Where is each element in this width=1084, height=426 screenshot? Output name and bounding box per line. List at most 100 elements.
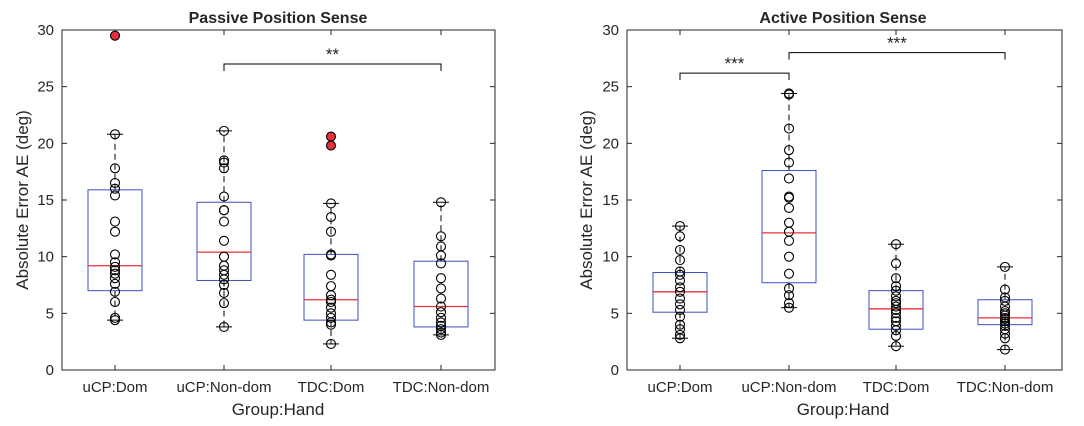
data-point [218,191,230,202]
data-point [674,266,686,277]
data-point [890,341,902,352]
data-point [109,249,121,260]
y-tick-label: 15 [37,192,54,209]
data-point [674,304,686,315]
significance-stars: *** [725,54,745,73]
data-point [674,299,686,310]
x-tick-label: TDC:Dom [863,379,930,396]
data-point [783,157,795,168]
data-point [890,301,902,312]
data-point [435,273,447,284]
data-point [999,292,1011,303]
data-point [783,123,795,134]
data-point [783,191,795,202]
data-point [674,255,686,266]
data-point [783,302,795,313]
data-point [109,268,121,279]
data-point [218,235,230,246]
data-point [890,258,902,269]
data-point [218,251,230,262]
data-point [218,287,230,298]
outlier-point [109,30,121,41]
y-axis-label: Absolute Error AE (deg) [13,110,32,290]
data-point [890,239,902,250]
significance-bracket [223,63,442,71]
data-point [325,308,337,319]
data-point [674,231,686,242]
axes-frame [626,29,1063,371]
data-point [109,183,121,194]
data-point [783,235,795,246]
data-point [109,286,121,297]
data-point [674,244,686,255]
passive-position-sense-panel: Passive Position Sense Group:Hand Absolu… [13,10,496,419]
data-point [783,251,795,262]
axes-frame [61,29,496,371]
y-tick-label: 0 [46,362,54,379]
x-axis-label: Group:Hand [232,400,325,419]
x-tick-label: uCP:Non-dom [741,379,836,396]
data-point [783,226,795,237]
data-point [218,265,230,276]
data-point [890,316,902,327]
data-point [435,241,447,252]
significance-bracket [788,52,1006,60]
data-point [783,145,795,156]
data-point [674,293,686,304]
data-point [783,290,795,301]
data-point [218,216,230,227]
data-point [890,330,902,342]
y-tick-label: 25 [37,79,54,96]
data-point [890,320,902,331]
x-tick-label: uCP:Non-dom [176,379,271,396]
outlier-point [325,131,337,142]
x-tick-label: TDC:Non-dom [393,379,490,396]
data-point [109,177,121,189]
y-tick-label: 30 [602,22,619,39]
data-point [435,320,447,331]
data-point [674,311,686,322]
data-point [999,328,1011,339]
data-point [109,163,121,174]
data-point [109,278,121,289]
data-point [218,163,230,174]
data-point [783,88,795,99]
data-point [325,269,337,280]
y-tick-label: 10 [37,249,54,266]
data-point [783,217,795,228]
data-point [890,312,902,323]
data-point [109,296,121,308]
data-point [109,257,121,268]
data-point [435,231,447,242]
data-point [674,324,686,335]
data-point [999,261,1011,272]
y-tick-label: 10 [602,249,619,266]
data-point [999,295,1011,306]
data-point [890,308,902,319]
data-point [674,329,686,340]
data-point [435,283,447,294]
data-point [218,321,230,332]
data-point [325,312,337,323]
data-point [783,268,795,279]
chart-title: Passive Position Sense [189,10,368,27]
data-point [890,291,902,302]
data-point [674,269,686,280]
significance-bracket [679,72,790,81]
data-point [435,324,447,335]
data-point [435,327,447,338]
data-point [674,221,686,232]
x-axis-label: Group:Hand [797,400,890,419]
data-point [435,317,447,328]
data-point [999,344,1011,355]
data-point [999,324,1011,335]
data-point [890,285,902,296]
y-tick-label: 30 [37,22,54,39]
y-tick-label: 5 [611,305,619,322]
iqr-box [87,189,143,292]
x-tick-label: uCP:Dom [82,379,147,396]
data-point [109,216,121,227]
x-tick-label: TDC:Non-dom [957,379,1054,396]
active-position-sense-panel: Active Position Sense Group:Hand Absolut… [577,10,1063,419]
